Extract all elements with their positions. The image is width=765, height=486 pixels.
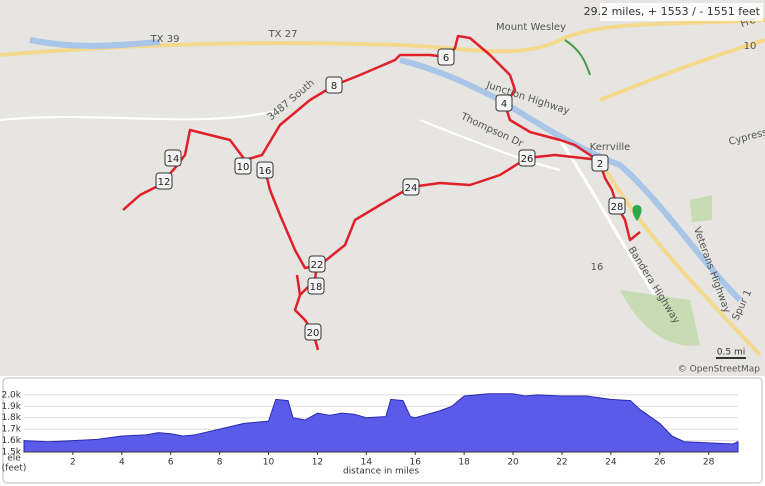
marker-label: 6 — [443, 53, 449, 64]
marker-box — [608, 197, 626, 215]
y-tick-label: 1.8k — [1, 413, 21, 423]
elevation-area — [23, 393, 739, 453]
x-tick-label: 4 — [119, 458, 125, 468]
mile-marker: 12 — [155, 172, 173, 190]
park — [690, 195, 712, 222]
x-tick-label: 20 — [507, 458, 519, 468]
marker-box — [155, 172, 173, 190]
map-label: 10 — [744, 41, 757, 52]
route-segment — [263, 153, 601, 270]
x-tick-label: 12 — [312, 458, 323, 468]
marker-label: 18 — [310, 282, 323, 293]
mile-marker: 22 — [308, 255, 326, 273]
mile-marker: 16 — [256, 161, 274, 179]
map-label: TX 27 — [268, 29, 298, 40]
marker-label: 28 — [611, 202, 624, 213]
y-tick-label: 1.5k — [1, 448, 21, 458]
mile-marker: 28 — [608, 197, 626, 215]
x-tick-label: 10 — [263, 458, 275, 468]
map-label: Mount Wesley — [496, 22, 566, 33]
x-tick-label: 22 — [556, 458, 567, 468]
marker-box — [307, 277, 325, 295]
marker-label: 8 — [331, 81, 337, 92]
x-tick-label: 16 — [410, 458, 422, 468]
marker-box — [234, 157, 252, 175]
route-stats: 29.2 miles, + 1553 / - 1551 feet — [584, 5, 761, 18]
marker-label: 10 — [237, 162, 250, 173]
mile-marker: 26 — [518, 149, 536, 167]
y-tick-label: 1.6k — [1, 436, 21, 446]
y-tick-label: 1.9k — [1, 402, 21, 412]
y-tick-label: 2.0k — [1, 390, 21, 400]
x-tick-label: 28 — [703, 458, 715, 468]
marker-box — [304, 323, 322, 341]
mile-marker: 18 — [307, 277, 325, 295]
marker-box — [437, 48, 455, 66]
end-pin — [632, 205, 642, 221]
marker-box — [591, 154, 609, 172]
trail — [564, 39, 591, 76]
marker-label: 22 — [311, 260, 324, 271]
x-tick-label: 24 — [605, 458, 617, 468]
attribution: © OpenStreetMap — [678, 365, 761, 375]
marker-box — [256, 161, 274, 179]
x-axis-label: distance in miles — [343, 467, 419, 477]
marker-box — [518, 149, 536, 167]
x-tick-label: 18 — [458, 458, 470, 468]
map-label: Kerrville — [590, 142, 631, 153]
x-tick-label: 6 — [168, 458, 174, 468]
x-tick-label: 26 — [654, 458, 666, 468]
mile-marker: 14 — [164, 149, 182, 167]
x-tick-label: 8 — [217, 458, 223, 468]
marker-label: 4 — [501, 99, 507, 110]
marker-label: 24 — [405, 183, 418, 194]
elevation-chart: ele (feet) distance in miles 1.5k 1.6k1.7… — [1, 390, 739, 477]
scale-label: 0.5 mi — [717, 348, 745, 358]
highway — [598, 159, 762, 357]
highway — [599, 38, 765, 102]
map-label: 16 — [591, 262, 604, 273]
mile-marker: 24 — [402, 178, 420, 196]
marker-box — [402, 178, 420, 196]
x-tick-label: 2 — [70, 458, 76, 468]
marker-label: 20 — [307, 328, 320, 339]
stats-box — [600, 3, 763, 21]
map-label: TX 39 — [150, 34, 180, 45]
mile-marker: 4 — [495, 94, 513, 112]
road — [0, 109, 561, 171]
y-axis-label: ele — [7, 454, 21, 464]
marker-box — [308, 255, 326, 273]
mile-marker: 10 — [234, 157, 252, 175]
y-tick-label: 1.7k — [1, 425, 21, 435]
mile-marker: 20 — [304, 323, 322, 341]
mile-marker: 6 — [437, 48, 455, 66]
marker-label: 16 — [259, 166, 272, 177]
x-tick-label: 14 — [361, 458, 373, 468]
marker-label: 26 — [521, 154, 534, 165]
mile-marker: 2 — [591, 154, 609, 172]
marker-label: 14 — [167, 154, 180, 165]
park — [620, 290, 700, 346]
marker-box — [325, 76, 343, 94]
marker-box — [495, 94, 513, 112]
mile-marker: 8 — [325, 76, 343, 94]
y-axis-unit: (feet) — [2, 464, 27, 474]
marker-box — [164, 149, 182, 167]
marker-label: 2 — [597, 159, 603, 170]
marker-label: 12 — [158, 177, 171, 188]
